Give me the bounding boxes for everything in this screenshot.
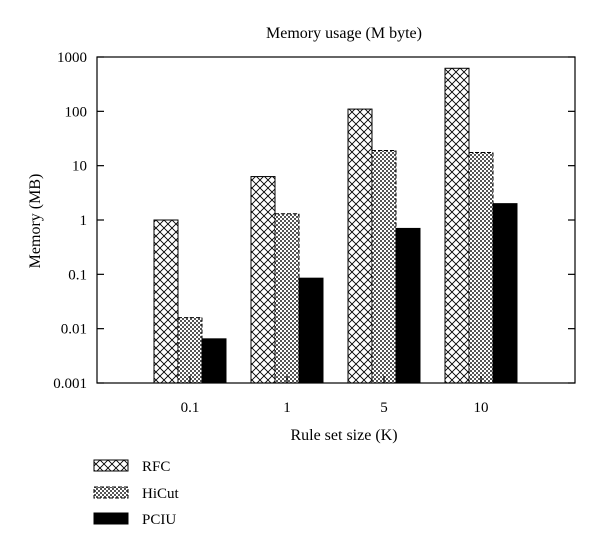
legend-swatch-hicut xyxy=(93,486,129,499)
x-axis-label: Rule set size (K) xyxy=(290,427,397,444)
x-tick-label: 0.1 xyxy=(181,400,200,416)
y-tick-label: 0.1 xyxy=(68,267,87,283)
legend-swatch-pciu xyxy=(93,512,129,525)
y-tick-label: 10 xyxy=(72,159,87,175)
bar-rfc-10 xyxy=(444,67,470,384)
x-tick-label: 10 xyxy=(474,400,489,416)
x-tick-label: 5 xyxy=(380,400,388,416)
y-tick-label: 100 xyxy=(65,104,88,120)
legend: RFC HiCut PCIU xyxy=(93,459,180,528)
bar-rfc-5 xyxy=(347,108,373,384)
bar-hicut-5 xyxy=(371,150,397,384)
bar-rfc-0_1 xyxy=(153,219,179,384)
bar-pciu-10 xyxy=(492,203,518,384)
chart-title: Memory usage (M byte) xyxy=(266,25,422,42)
legend-label-pciu: PCIU xyxy=(142,512,176,528)
bar-rfc-1 xyxy=(250,176,276,384)
y-axis-label: Memory (MB) xyxy=(27,174,44,269)
y-tick-label: 1000 xyxy=(57,50,87,66)
legend-swatch-rfc xyxy=(93,459,129,472)
bar-hicut-0_1 xyxy=(177,317,203,384)
bar-pciu-1 xyxy=(298,277,324,384)
y-tick-label: 0.01 xyxy=(61,322,87,338)
bar-hicut-10 xyxy=(468,151,494,384)
bar-pciu-0_1 xyxy=(201,338,227,384)
bar-hicut-1 xyxy=(274,213,300,384)
bar-pciu-5 xyxy=(395,227,421,384)
legend-label-rfc: RFC xyxy=(142,459,170,475)
y-tick-label: 0.001 xyxy=(53,376,87,392)
plot-frame xyxy=(96,56,576,384)
x-tick-label: 1 xyxy=(283,400,291,416)
y-tick-label: 1 xyxy=(80,213,88,229)
legend-label-hicut: HiCut xyxy=(142,486,180,502)
